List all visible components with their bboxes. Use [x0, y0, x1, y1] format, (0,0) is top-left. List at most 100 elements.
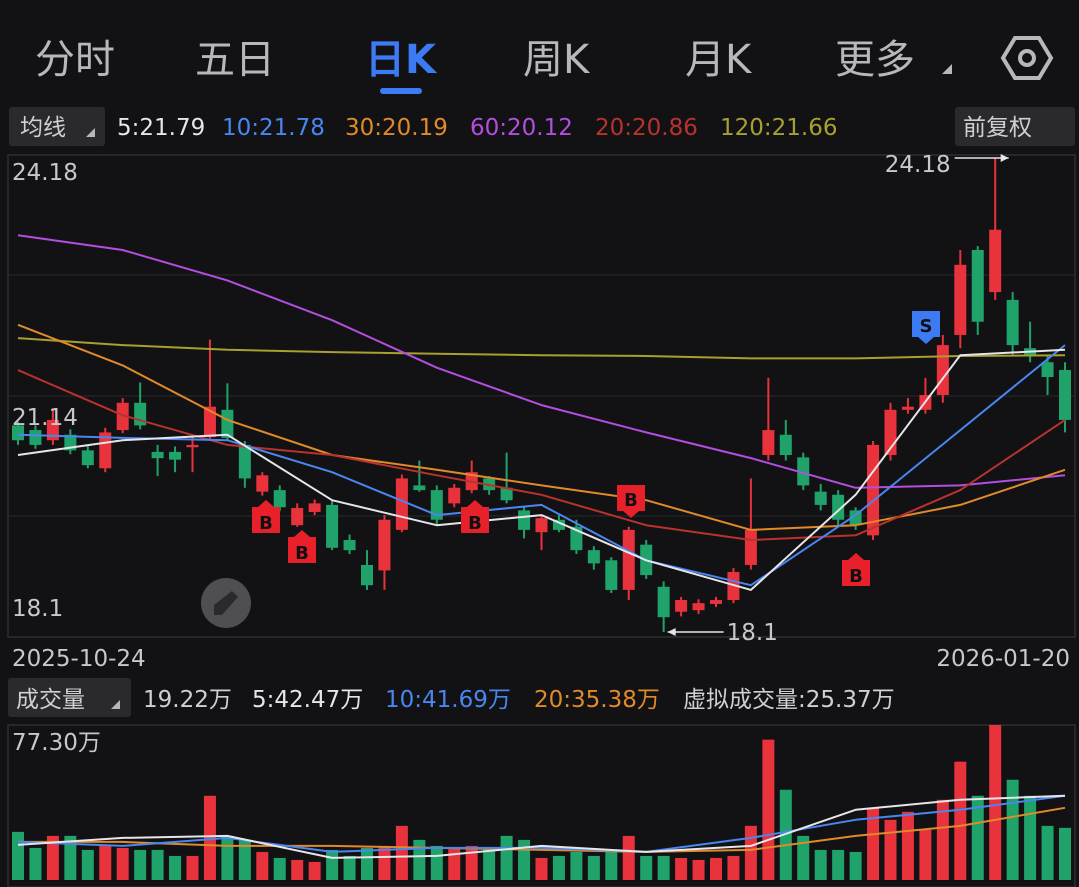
candle-body — [710, 600, 722, 604]
candle-body — [1041, 362, 1054, 378]
ma-line — [17, 369, 1066, 541]
candle-body — [291, 508, 304, 526]
volume-bar — [919, 829, 932, 880]
tab-active[interactable]: 日K — [365, 37, 438, 83]
volume-bar — [116, 847, 129, 880]
volume-bar — [378, 845, 391, 880]
candle-body — [657, 586, 670, 618]
volume-bar — [867, 807, 880, 880]
volume-pane — [7, 724, 1076, 887]
tab[interactable]: 更多 — [835, 37, 915, 83]
candle-body — [797, 457, 810, 486]
volume-bar — [710, 857, 722, 880]
marker-label: B — [259, 513, 273, 534]
candle-body — [326, 504, 339, 548]
ma-line — [17, 348, 1066, 591]
volume-bar — [692, 859, 705, 880]
candle-body — [169, 451, 182, 460]
candle-body — [361, 564, 373, 586]
volume-bar — [465, 845, 478, 880]
volume-bar — [273, 857, 286, 880]
volume-bar — [221, 835, 234, 880]
candle-body — [238, 444, 251, 479]
ma-legend-item: 20:20.86 — [595, 115, 698, 141]
volume-bar — [12, 831, 24, 880]
volume-bar — [640, 855, 653, 880]
ma-button[interactable] — [9, 107, 105, 146]
tab[interactable]: 五日 — [195, 37, 275, 83]
ma-legend-item: 120:21.66 — [720, 115, 838, 141]
candle-body — [936, 345, 949, 395]
candle-body — [971, 249, 984, 322]
volume-bar — [186, 855, 199, 880]
volume-button[interactable] — [8, 678, 131, 717]
candle-body — [622, 529, 635, 590]
tab[interactable]: 月K — [685, 37, 753, 83]
ma-lines — [17, 234, 1066, 859]
volume-bar — [29, 847, 42, 880]
volume-bar — [936, 799, 949, 880]
signal-marker: B — [288, 530, 316, 564]
candle-body — [744, 529, 757, 565]
marker-label: B — [468, 513, 482, 534]
settings-icon[interactable] — [1000, 36, 1054, 80]
signal-marker: B — [461, 500, 489, 534]
volume-bar — [395, 825, 408, 880]
volume-bar — [954, 761, 967, 880]
volume-bar — [971, 795, 984, 880]
candle-body — [762, 430, 775, 456]
candle-body — [518, 510, 531, 530]
adjust-label: 前复权 — [963, 115, 1032, 141]
ma-line — [17, 794, 1066, 859]
candle-body — [221, 409, 234, 438]
volume-bar — [256, 851, 269, 880]
volume-legend-item: 虚拟成交量:25.37万 — [683, 687, 895, 713]
ma-line — [17, 344, 1066, 587]
marker-label: B — [295, 543, 309, 564]
volume-bar — [500, 835, 513, 880]
volume-bar — [99, 845, 112, 880]
volume-bar — [1041, 825, 1054, 880]
volume-bar — [552, 855, 565, 880]
arrow-head — [667, 628, 676, 636]
candle-body — [552, 519, 565, 530]
volume-bar — [343, 855, 356, 880]
candle-body — [116, 402, 129, 431]
volume-bar — [151, 849, 164, 880]
draw-button[interactable] — [201, 578, 251, 628]
candle-body — [203, 406, 216, 438]
candle-body — [692, 603, 705, 611]
volume-bar — [989, 725, 1002, 880]
candle-body — [12, 425, 24, 441]
candle-body — [413, 485, 426, 491]
candle-body — [901, 406, 914, 410]
volume-bar — [483, 847, 496, 880]
tab[interactable]: 周K — [523, 37, 591, 83]
volume-bar — [518, 839, 531, 880]
tab[interactable]: 分时 — [35, 37, 115, 83]
adjust-button[interactable] — [955, 107, 1075, 146]
volume-bar — [744, 825, 757, 880]
signal-marker: B — [617, 485, 645, 518]
volume-legend-item: 5:42.47万 — [252, 687, 363, 713]
volume-bar — [762, 739, 775, 880]
y-tick-label: 18.1 — [12, 596, 63, 622]
candle-body — [587, 550, 600, 564]
volume-bar — [1059, 827, 1071, 880]
ma-legend-item: 5:21.79 — [117, 115, 205, 141]
volume-bar — [727, 855, 740, 880]
volume-bar — [430, 845, 443, 880]
low-label: 18.1 — [727, 620, 778, 646]
candle-body — [273, 490, 286, 508]
volume-bar — [448, 847, 461, 880]
candle-body — [29, 430, 42, 445]
volume-bar — [326, 849, 339, 880]
dropdown-icon — [942, 64, 952, 74]
arrow-head — [1000, 154, 1009, 162]
candle-body — [570, 526, 583, 551]
candle-body — [989, 229, 1002, 293]
volume-bar — [81, 849, 94, 880]
dropdown-icon — [111, 700, 120, 709]
volume-bar — [361, 847, 373, 880]
